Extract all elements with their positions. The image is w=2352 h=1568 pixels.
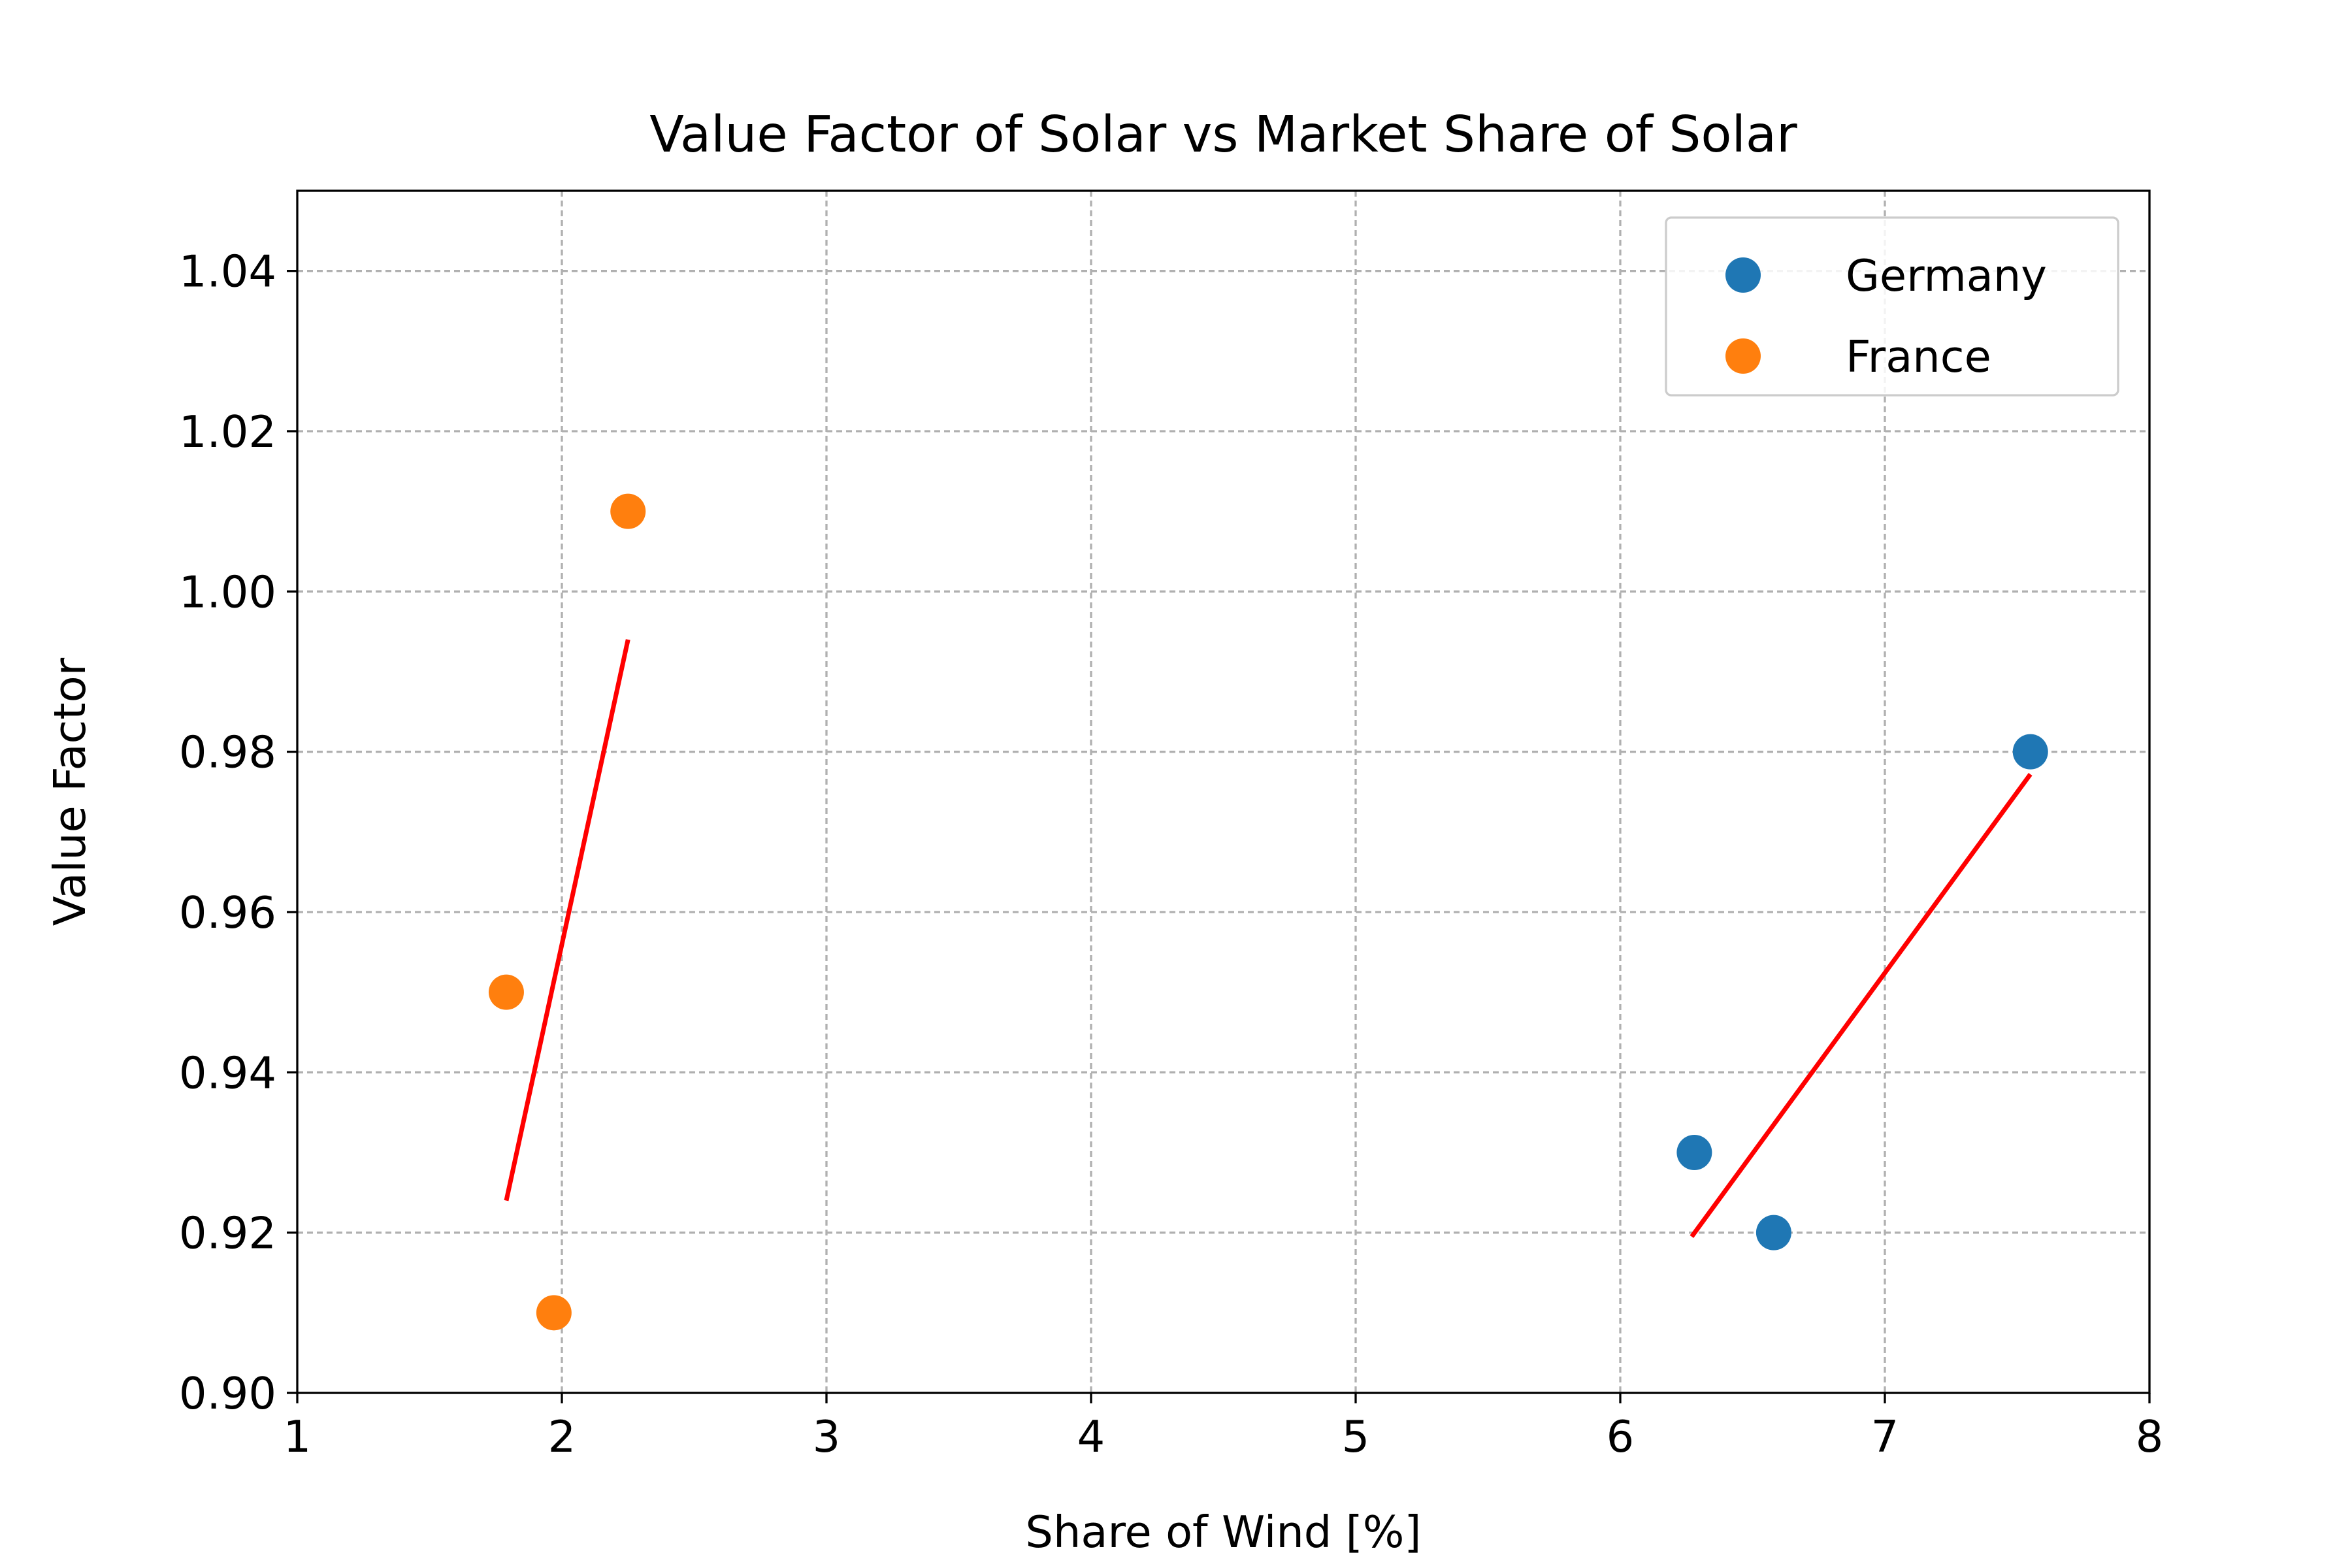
y-tick-label: 0.94 <box>179 1047 276 1098</box>
legend-box <box>1665 216 2119 397</box>
y-tick-label: 1.00 <box>179 566 276 617</box>
legend-marker-france <box>1725 338 1761 374</box>
germany-point <box>1756 1215 1791 1250</box>
trendlines <box>504 639 2033 1238</box>
x-tick-label: 3 <box>813 1411 841 1462</box>
y-tick-label: 0.90 <box>179 1368 276 1419</box>
y-tick-label: 0.92 <box>179 1208 276 1259</box>
x-tick-label: 8 <box>2136 1411 2164 1462</box>
y-tick-label: 0.96 <box>179 887 276 938</box>
x-axis-ticks: 1 2 3 4 5 6 7 8 <box>284 1393 2164 1462</box>
x-tick-label: 2 <box>548 1411 576 1462</box>
y-axis-label: Value Factor <box>44 657 95 926</box>
germany-point <box>1676 1135 1712 1170</box>
germany-trendline <box>1690 772 2033 1238</box>
legend-label-france: France <box>1846 331 1991 382</box>
y-tick-label: 1.04 <box>179 246 276 297</box>
france-point <box>536 1295 572 1331</box>
x-tick-label: 1 <box>284 1411 312 1462</box>
x-tick-label: 6 <box>1607 1411 1635 1462</box>
legend: Germany France <box>1665 216 2119 397</box>
x-tick-label: 4 <box>1077 1411 1105 1462</box>
france-point <box>610 493 646 529</box>
france-trendline <box>504 639 630 1201</box>
grid-lines <box>297 191 2149 1393</box>
legend-marker-germany <box>1725 257 1761 293</box>
legend-entries: Germany France <box>1725 250 2047 382</box>
france-point <box>488 974 524 1010</box>
data-points <box>488 493 2048 1331</box>
y-axis-ticks: 0.90 0.92 0.94 0.96 0.98 1.00 1.02 1.04 <box>179 246 297 1419</box>
legend-label-germany: Germany <box>1846 250 2047 301</box>
germany-point <box>2012 734 2048 770</box>
x-tick-label: 7 <box>1871 1411 1899 1462</box>
y-tick-label: 1.02 <box>179 406 276 457</box>
x-axis-label: Share of Wind [%] <box>1025 1507 1421 1558</box>
plot-frame <box>296 189 2151 1394</box>
chart-title: Value Factor of Solar vs Market Share of… <box>649 106 1797 164</box>
y-tick-label: 0.98 <box>179 727 276 778</box>
x-tick-label: 5 <box>1342 1411 1370 1462</box>
